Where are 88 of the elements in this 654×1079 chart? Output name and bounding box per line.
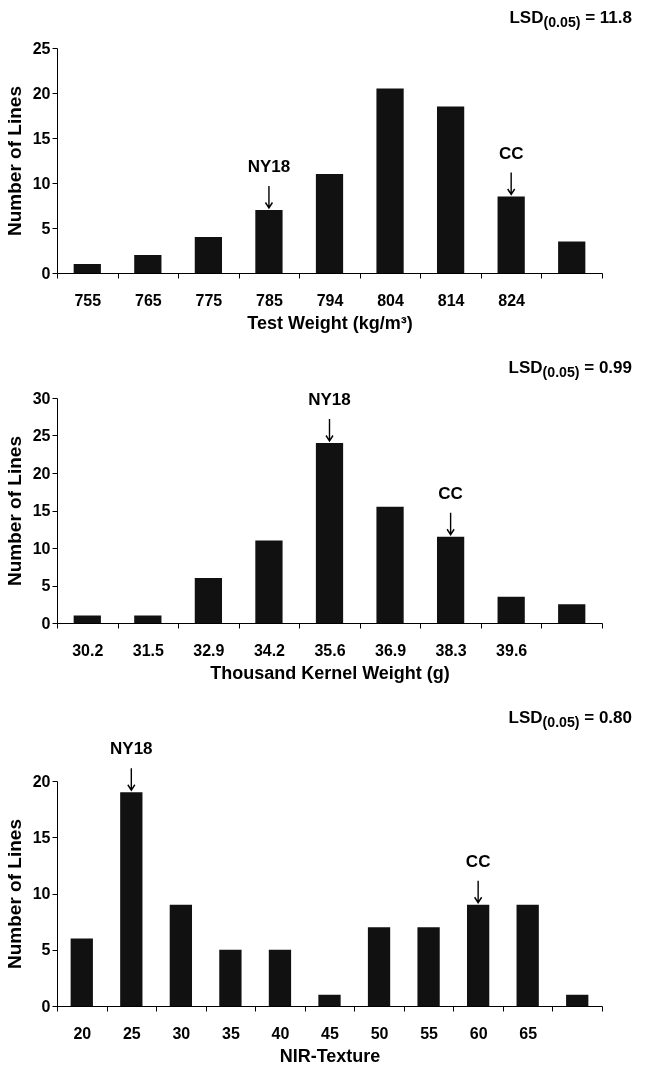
y-tick-label: 10 [32, 885, 51, 902]
x-tick-label: 765 [134, 291, 162, 309]
annotation: NY18 [247, 157, 291, 176]
annotation: CC [498, 143, 524, 163]
x-tick-label: 20 [73, 1024, 92, 1042]
y-tick-label: 5 [41, 941, 51, 959]
x-tick-label: 32.9 [193, 641, 225, 659]
x-tick-label: 30 [172, 1024, 191, 1042]
x-tick-label: 55 [420, 1024, 439, 1042]
annotation: CC [438, 483, 463, 503]
bar [120, 792, 143, 1006]
bar [73, 615, 101, 623]
bar [376, 88, 404, 273]
text: LSD$_{(0.05)}$ = 0.99 [508, 358, 632, 381]
x-tick-label: 60 [469, 1024, 488, 1042]
y-tick-label: 30 [32, 389, 51, 407]
x-tick-label: 775 [195, 291, 223, 309]
x-axis-title: Test Weight (kg/m³) [247, 312, 413, 333]
y-tick-label: 15 [32, 129, 51, 147]
bar [194, 578, 223, 623]
y-tick-label: 25 [32, 39, 51, 57]
y-tick-label: 20 [32, 464, 51, 482]
bar [134, 255, 162, 273]
y-tick-label: 25 [32, 427, 51, 444]
x-tick-label: 794 [316, 291, 344, 309]
x-tick-label: 755 [74, 291, 102, 309]
x-tick-label: 824 [498, 291, 526, 309]
annotation: NY18 [308, 390, 351, 409]
x-tick-label: 804 [377, 291, 404, 309]
bar [268, 949, 292, 1006]
bar [134, 615, 162, 623]
x-tick-label: 40 [271, 1024, 290, 1042]
x-tick-label: 31.5 [132, 641, 165, 659]
text: LSD$_{(0.05)}$ = 11.8 [509, 8, 632, 31]
y-axis-title: Number of Lines [3, 86, 25, 236]
y-tick-label: 5 [41, 219, 51, 237]
bar [376, 506, 404, 623]
bar [566, 994, 589, 1006]
x-tick-label: 814 [437, 291, 465, 309]
bar [466, 904, 490, 1006]
bar [219, 949, 242, 1006]
bar [169, 904, 193, 1006]
bar [436, 106, 465, 273]
text: LSD$_{(0.05)}$ = 0.80 [508, 708, 632, 731]
y-tick-label: 5 [41, 577, 51, 594]
y-tick-label: 0 [41, 997, 51, 1015]
x-axis-title: NIR-Texture [279, 1045, 381, 1066]
annotation: NY18 [110, 739, 153, 759]
y-tick-label: 20 [32, 84, 51, 102]
bar [315, 443, 344, 623]
y-tick-label: 20 [32, 772, 51, 790]
y-axis-title: Number of Lines [3, 819, 25, 969]
y-tick-label: 15 [32, 502, 51, 519]
y-tick-label: 10 [32, 539, 51, 557]
bar [417, 927, 440, 1006]
y-tick-label: 15 [32, 828, 51, 846]
bar [73, 264, 101, 273]
x-tick-label: 45 [321, 1024, 339, 1042]
bar [318, 994, 341, 1006]
bar [558, 241, 586, 273]
x-tick-label: 36.9 [374, 641, 407, 659]
x-tick-label: 35 [222, 1024, 240, 1042]
bar [497, 196, 525, 273]
x-tick-label: 65 [519, 1024, 538, 1042]
bar [315, 174, 344, 273]
y-tick-label: 0 [41, 264, 51, 282]
y-axis-title: Number of Lines [3, 436, 25, 586]
bar [255, 210, 283, 273]
x-tick-label: 785 [256, 291, 283, 309]
bar [194, 237, 223, 273]
x-tick-label: 30.2 [72, 641, 104, 659]
x-tick-label: 34.2 [253, 641, 286, 659]
bar [255, 540, 283, 623]
y-tick-label: 10 [32, 174, 51, 192]
bar [497, 596, 525, 623]
bar [516, 904, 539, 1006]
annotation: CC [465, 851, 491, 871]
bar [367, 927, 391, 1006]
x-tick-label: 39.6 [496, 641, 528, 659]
bar [558, 604, 586, 623]
x-tick-label: 38.3 [435, 641, 467, 659]
x-tick-label: 35.6 [314, 641, 346, 659]
bar [70, 938, 93, 1006]
x-tick-label: 50 [370, 1024, 389, 1042]
x-axis-title: Thousand Kernel Weight (g) [210, 662, 450, 683]
x-tick-label: 25 [122, 1024, 141, 1042]
bar [436, 536, 465, 623]
y-tick-label: 0 [41, 614, 51, 632]
